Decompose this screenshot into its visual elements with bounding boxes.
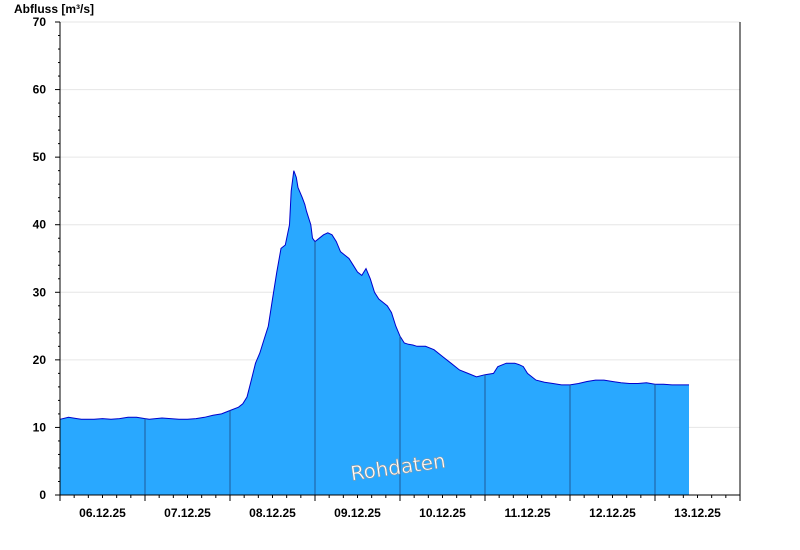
x-tick-label: 10.12.25 (419, 506, 466, 520)
grid-lines (60, 21, 740, 428)
x-tick-label: 13.12.25 (674, 506, 721, 520)
y-axis-title: Abfluss [m³/s] (14, 2, 94, 16)
x-ticks: 06.12.25 07.12.25 08.12.25 09.12.25 10.12.25… (59, 495, 741, 520)
x-tick-label: 11.12.25 (504, 506, 550, 520)
y-tick-label: 70 (33, 15, 47, 29)
x-tick-label: 08.12.25 (249, 506, 296, 520)
day-dividers (144, 241, 656, 495)
y-tick-label: 50 (33, 150, 47, 164)
y-ticks: 0 10 20 30 40 50 60 70 (33, 15, 60, 502)
y-tick-label: 40 (33, 218, 47, 232)
x-tick-label: 06.12.25 (79, 506, 126, 520)
x-tick-label: 12.12.25 (589, 506, 636, 520)
series-line (59, 170, 689, 420)
y-tick-label: 20 (33, 353, 47, 367)
x-tick-label: 07.12.25 (164, 506, 211, 520)
y-tick-label: 0 (39, 488, 46, 502)
y-tick-label: 10 (33, 420, 47, 434)
x-tick-label: 09.12.25 (334, 506, 381, 520)
area-fill (60, 170, 689, 495)
y-tick-label: 30 (33, 285, 47, 299)
series-area (59, 170, 689, 495)
y-tick-label: 60 (33, 83, 47, 97)
